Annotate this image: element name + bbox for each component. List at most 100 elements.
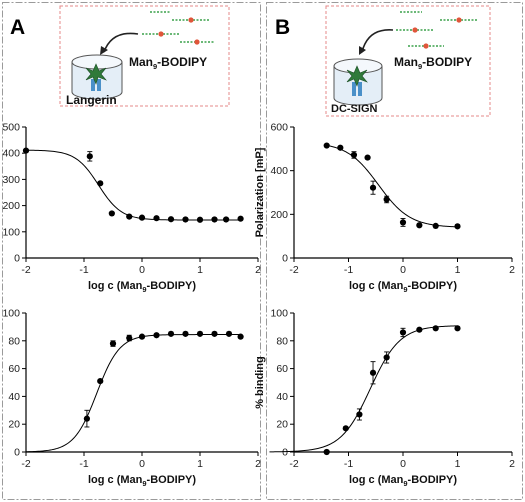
data-point [416,326,423,333]
data-point [399,219,407,226]
data-point [323,142,330,149]
data-point [182,216,189,223]
x-tick-label: 1 [455,264,461,276]
data-point [369,369,377,376]
y-axis-label: Polarization [mP] [254,147,266,237]
glycan-cluster-b-icon [396,11,478,49]
data-point [237,215,244,222]
inset-a-schematic: Man9-BODIPY Langerin [59,5,230,107]
y-tick-label: 0 [282,447,288,459]
x-tick-label: -2 [289,458,298,470]
panel-b-letter: B [275,16,290,39]
glycan-cluster-a-icon [142,11,215,45]
y-tick-label: 80 [8,335,20,347]
panel-a-border [2,2,261,500]
data-point [126,213,133,220]
data-point [196,216,204,223]
x-tick-label: 0 [400,264,406,276]
receptor-label-a: Langerin [66,93,117,107]
fit-curve [25,334,241,453]
x-axis-label: log c (Man9-BODIPY) [349,280,457,294]
y-tick-label: 200 [270,209,288,221]
x-tick-label: 1 [197,458,203,470]
y-tick-label: 400 [2,148,20,160]
data-point [416,222,423,229]
y-tick-label: 20 [276,419,288,431]
data-point [223,216,230,223]
data-point [138,214,146,221]
x-tick-label: 0 [139,458,145,470]
binding-arrow-a-icon [100,32,139,55]
data-point [182,330,189,337]
y-tick-label: 0 [282,253,288,265]
y-tick-label: 300 [2,174,20,186]
y-tick-label: 0 [14,447,20,459]
data-point [369,184,377,191]
y-tick-label: 600 [270,122,288,134]
x-tick-label: 0 [400,458,406,470]
x-tick-label: 2 [255,264,261,276]
y-tick-label: 400 [270,165,288,177]
ligand-label-b: Man9-BODIPY [394,55,472,71]
data-point [399,329,407,336]
data-point [432,325,439,332]
data-point [196,330,204,337]
y-tick-label: 40 [8,391,20,403]
x-tick-label: -1 [344,458,353,470]
fit-curve [326,144,458,228]
data-point [97,180,104,187]
y-tick-label: 60 [8,363,20,375]
y-tick-label: 60 [276,363,288,375]
x-tick-label: -2 [21,264,30,276]
x-tick-label: -2 [289,264,298,276]
panel-a-letter: A [10,16,25,39]
x-tick-label: -2 [21,458,30,470]
fit-curve [269,325,458,453]
y-tick-label: 100 [2,226,20,238]
x-tick-label: 2 [509,264,515,276]
data-point [225,330,233,337]
x-tick-label: 1 [197,264,203,276]
x-tick-label: 0 [139,264,145,276]
data-point [108,210,115,217]
x-tick-label: -1 [79,264,88,276]
data-point [454,223,461,230]
y-tick-label: 100 [270,308,288,320]
x-axis-label: log c (Man9-BODIPY) [88,280,196,294]
panel-b-border [266,2,523,500]
data-point [356,411,363,418]
y-axis-label: % binding [254,356,266,409]
data-point [432,222,439,230]
data-point [153,332,160,339]
data-point [126,334,133,342]
data-point [86,153,93,160]
data-point [83,415,90,422]
data-point [323,448,330,456]
data-point [350,151,358,159]
x-tick-label: -1 [79,458,88,470]
ligand-label-a: Man9-BODIPY [129,55,207,71]
data-point [97,378,104,385]
y-tick-label: 20 [8,419,20,431]
x-axis-label: log c (Man9-BODIPY) [349,474,457,488]
y-tick-label: 100 [2,308,20,320]
x-tick-label: -1 [344,264,353,276]
x-tick-label: 1 [455,458,461,470]
data-point [138,333,146,340]
y-tick-label: 500 [2,122,20,134]
x-tick-label: 2 [509,458,515,470]
data-point [454,325,461,332]
binding-arrow-b-icon [359,29,394,55]
data-point [237,333,244,340]
x-tick-label: 2 [255,458,261,470]
data-point [337,144,344,151]
dc-sign-receptor-icon [346,65,368,96]
langerin-receptor-icon [85,63,107,91]
receptor-label-b: DC-SIGN [331,103,378,115]
data-point [364,154,371,161]
data-point [109,340,117,347]
fit-curve [25,149,241,221]
